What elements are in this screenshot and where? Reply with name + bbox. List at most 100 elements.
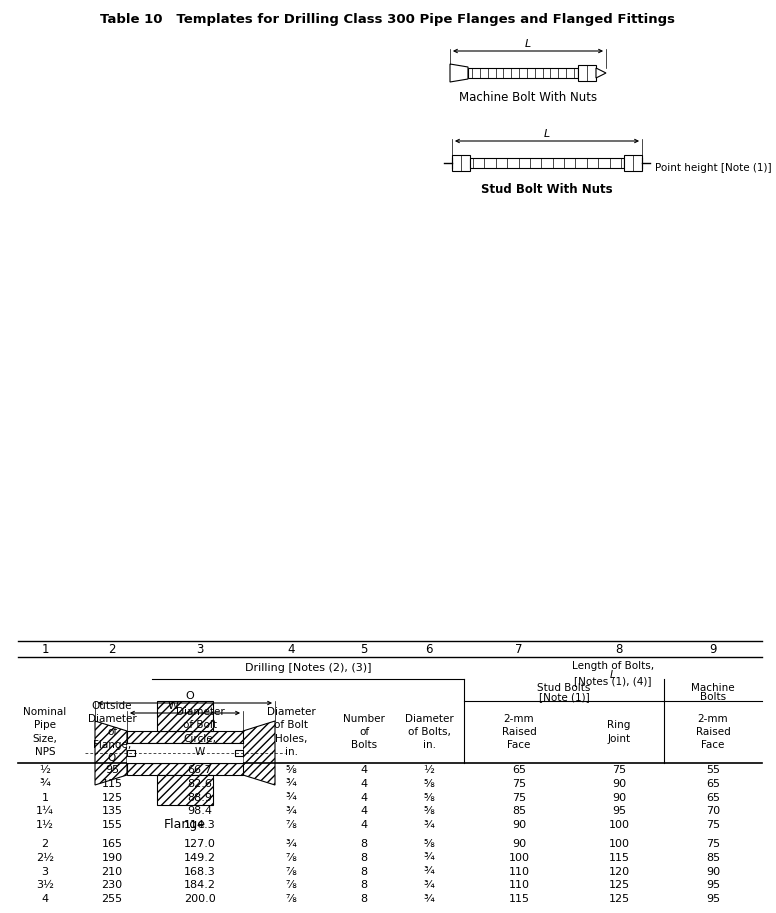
Text: Stud Bolt With Nuts: Stud Bolt With Nuts (481, 183, 613, 196)
Text: Diameter
of Bolts,
in.: Diameter of Bolts, in. (404, 714, 453, 750)
Text: 1: 1 (41, 792, 48, 803)
Text: L: L (544, 129, 550, 139)
Text: W: W (168, 701, 178, 711)
Text: ⅝: ⅝ (424, 792, 435, 803)
Bar (452, 155, 470, 171)
Text: 127.0: 127.0 (184, 839, 216, 849)
Text: 2-mm
Raised
Face: 2-mm Raised Face (501, 714, 536, 750)
Text: ⅝: ⅝ (286, 765, 296, 775)
Text: 155: 155 (102, 820, 123, 830)
Text: 90: 90 (512, 820, 526, 830)
Text: 110: 110 (508, 866, 529, 876)
Text: ¾: ¾ (424, 894, 435, 904)
Text: 165: 165 (102, 839, 123, 849)
Text: Length of Bolts,: Length of Bolts, (572, 661, 654, 671)
Text: 75: 75 (512, 779, 526, 789)
Text: 115: 115 (102, 779, 123, 789)
Text: 1: 1 (41, 643, 49, 656)
Text: 210: 210 (102, 866, 123, 876)
Text: 100: 100 (608, 820, 629, 830)
Bar (470, 158, 624, 168)
Text: ¾: ¾ (424, 866, 435, 876)
Text: ¾: ¾ (424, 880, 435, 890)
Text: 4: 4 (360, 779, 368, 789)
Text: 184.2: 184.2 (184, 880, 216, 890)
Text: 4: 4 (360, 820, 368, 830)
Text: 90: 90 (612, 779, 626, 789)
Bar (624, 155, 642, 171)
Text: 95: 95 (612, 806, 626, 816)
Text: Diameter
of Bolt
Holes,
in.: Diameter of Bolt Holes, in. (267, 708, 315, 757)
Text: 135: 135 (102, 806, 123, 816)
Text: 90: 90 (512, 839, 526, 849)
Text: ⅞: ⅞ (286, 894, 296, 904)
Text: 6: 6 (425, 643, 433, 656)
Text: 98.4: 98.4 (188, 806, 213, 816)
Text: ⅝: ⅝ (424, 806, 435, 816)
Text: 8: 8 (360, 866, 368, 876)
Text: L: L (610, 670, 616, 680)
Text: 8: 8 (360, 839, 368, 849)
Text: 120: 120 (608, 866, 629, 876)
Text: 115: 115 (608, 853, 629, 863)
Text: 8: 8 (615, 643, 622, 656)
Bar (127, 731, 243, 743)
Text: 114.3: 114.3 (184, 820, 216, 830)
Polygon shape (596, 68, 606, 78)
Text: 125: 125 (608, 894, 629, 904)
Text: 8: 8 (360, 880, 368, 890)
Text: 2½: 2½ (36, 853, 54, 863)
Text: 125: 125 (608, 880, 629, 890)
Text: O: O (185, 691, 194, 701)
Text: ¾: ¾ (40, 779, 50, 789)
Text: 8: 8 (360, 853, 368, 863)
Text: 8: 8 (360, 894, 368, 904)
Bar (235, 750, 243, 756)
Text: 95: 95 (706, 894, 720, 904)
Text: Outside
Diameter
of
Flange,
O: Outside Diameter of Flange, O (88, 700, 137, 763)
Text: 168.3: 168.3 (184, 866, 216, 876)
Text: 4: 4 (41, 894, 49, 904)
Text: 65: 65 (512, 765, 526, 775)
Text: ½: ½ (40, 765, 50, 775)
Text: 85: 85 (512, 806, 526, 816)
Text: 88.9: 88.9 (188, 792, 213, 803)
Text: 75: 75 (612, 765, 626, 775)
Text: ⅞: ⅞ (286, 866, 296, 876)
Text: Flange: Flange (164, 818, 206, 831)
Text: 82.6: 82.6 (188, 779, 213, 789)
Text: 95: 95 (706, 880, 720, 890)
Text: ⅝: ⅝ (424, 779, 435, 789)
Text: Diameter
of Bolt
Circle,
W: Diameter of Bolt Circle, W (175, 708, 224, 757)
Text: Ring
Joint: Ring Joint (608, 720, 631, 743)
Text: ⅞: ⅞ (286, 880, 296, 890)
Text: 2-mm
Raised
Face: 2-mm Raised Face (695, 714, 730, 750)
Text: 190: 190 (102, 853, 123, 863)
Text: 4: 4 (287, 643, 295, 656)
Text: 55: 55 (706, 765, 720, 775)
Bar (127, 763, 243, 775)
Text: 5: 5 (360, 643, 368, 656)
Text: 2: 2 (41, 839, 49, 849)
Text: Table 10   Templates for Drilling Class 300 Pipe Flanges and Flanged Fittings: Table 10 Templates for Drilling Class 30… (101, 13, 675, 26)
Bar (578, 65, 596, 81)
Text: 66.7: 66.7 (188, 765, 213, 775)
Bar (468, 68, 578, 78)
Text: Nominal
Pipe
Size,
NPS: Nominal Pipe Size, NPS (23, 708, 67, 757)
Text: Stud Bolts: Stud Bolts (537, 683, 591, 693)
Text: 125: 125 (102, 792, 123, 803)
Text: 4: 4 (360, 792, 368, 803)
Text: ⅞: ⅞ (286, 820, 296, 830)
Text: 4: 4 (360, 806, 368, 816)
Text: 65: 65 (706, 779, 720, 789)
Polygon shape (450, 64, 468, 82)
Text: 75: 75 (706, 820, 720, 830)
Text: ¾: ¾ (424, 820, 435, 830)
Text: 3: 3 (41, 866, 48, 876)
Text: 2: 2 (108, 643, 116, 656)
Text: ⅝: ⅝ (424, 839, 435, 849)
Text: 3½: 3½ (36, 880, 54, 890)
Text: ¾: ¾ (286, 792, 296, 803)
Text: Number
of
Bolts: Number of Bolts (343, 714, 385, 750)
Text: 75: 75 (512, 792, 526, 803)
